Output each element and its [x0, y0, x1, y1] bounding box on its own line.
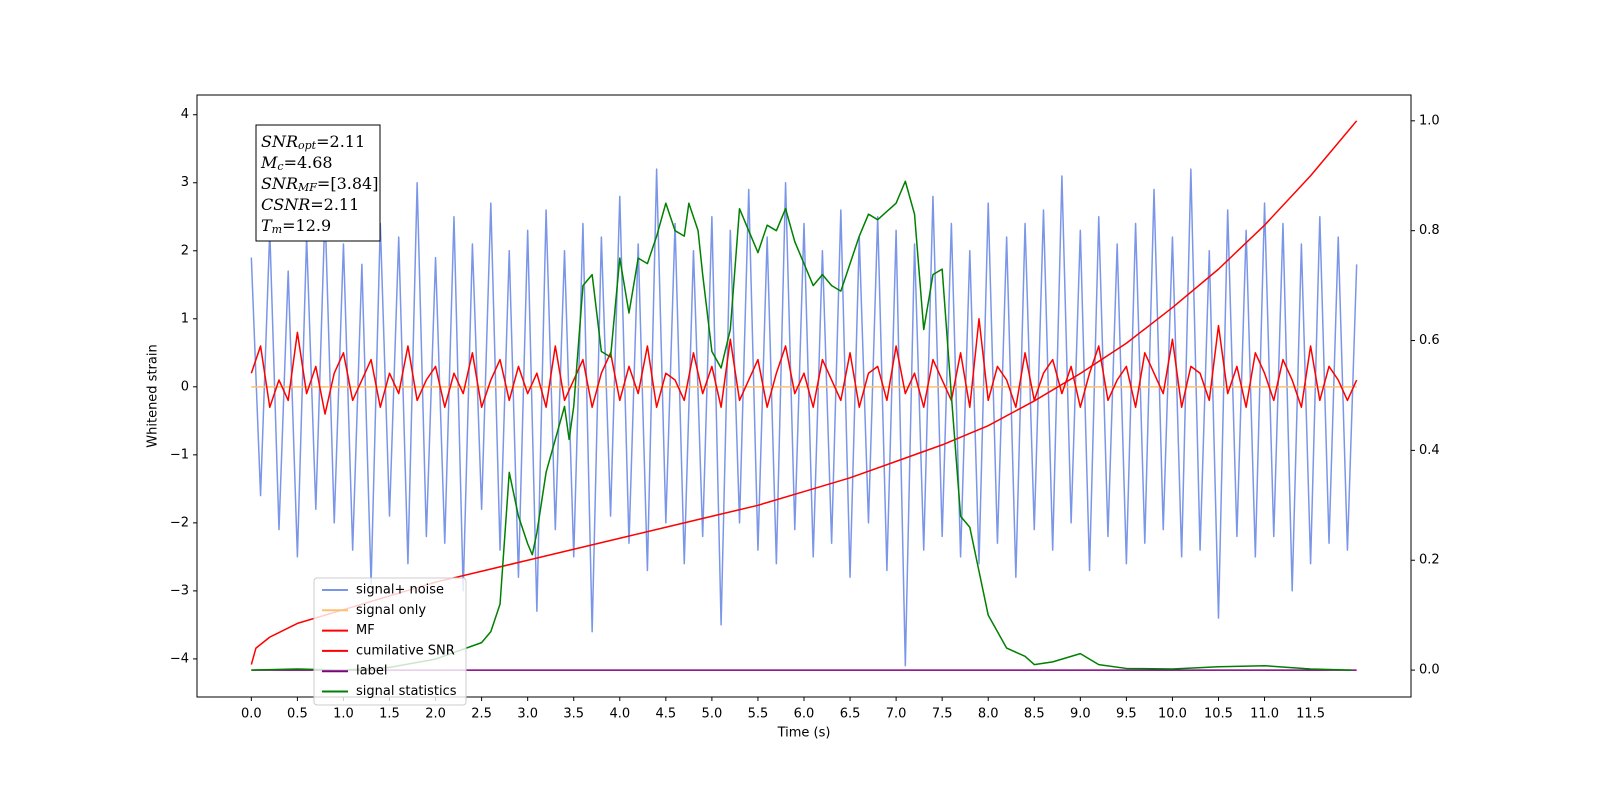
annotation-line: CSNR=2.11 [261, 195, 359, 214]
x-tick-label: 11.0 [1250, 707, 1279, 722]
annotation-sub: MF [297, 181, 317, 194]
annotation-symbol: CSNR [261, 195, 310, 214]
annotation-symbol: SNR [261, 174, 298, 193]
annotation-text: =2.11 [316, 132, 365, 151]
annotation-symbol: SNR [261, 132, 298, 151]
x-tick-label: 7.5 [932, 707, 953, 722]
y-tick-label: 0 [181, 379, 189, 394]
x-tick-label: 4.5 [655, 707, 676, 722]
y2-tick-label: 0.4 [1419, 443, 1440, 458]
annotation-text: =12.9 [282, 216, 331, 235]
annotation-text: =4.68 [284, 153, 333, 172]
annotation-line: SNRopt=2.11 [261, 132, 365, 153]
x-tick-label: 8.5 [1024, 707, 1045, 722]
series-line [251, 180, 1353, 671]
y-tick-label: 2 [181, 243, 189, 258]
legend-label: MF [356, 623, 375, 638]
annotation-sub: opt [298, 139, 317, 152]
y2-tick-label: 0.0 [1419, 663, 1440, 678]
annotation-line: Tm=12.9 [261, 216, 331, 237]
y2-tick-label: 0.2 [1419, 553, 1440, 568]
x-tick-label: 3.5 [563, 707, 584, 722]
x-tick-label: 6.0 [794, 707, 815, 722]
y-tick-label: −3 [170, 583, 189, 598]
x-tick-label: 4.0 [609, 707, 630, 722]
x-tick-label: 7.0 [886, 707, 907, 722]
y-tick-label: −1 [170, 447, 189, 462]
legend-frame [313, 577, 467, 706]
annotation-line: SNRMF=[3.84] [261, 174, 378, 195]
y-tick-label: −2 [170, 515, 189, 530]
x-tick-label: 1.0 [333, 707, 354, 722]
x-tick-label: 9.0 [1070, 707, 1091, 722]
x-tick-label: 0.5 [287, 707, 308, 722]
annotation-text: =[3.84] [317, 174, 379, 193]
x-tick-label: 10.5 [1204, 707, 1233, 722]
legend-label: label [356, 664, 387, 679]
annotation-frame [255, 124, 381, 242]
x-tick-label: 0.0 [241, 707, 262, 722]
x-tick-label: 2.0 [425, 707, 446, 722]
legend: signal+ noise signal only MF cumilative SNR… [313, 577, 467, 706]
series-line [250, 318, 1358, 415]
x-tick-label: 1.5 [379, 707, 400, 722]
y-tick-label: −4 [170, 651, 189, 666]
x-tick-label: 6.5 [840, 707, 861, 722]
y2-tick-label: 0.6 [1419, 333, 1440, 348]
legend-label: signal only [356, 603, 426, 618]
series-line [250, 168, 1358, 667]
legend-label: cumilative SNR [356, 643, 455, 658]
y2-tick-label: 0.8 [1419, 223, 1440, 238]
legend-label: signal statistics [356, 684, 457, 699]
annotation-box: SNRopt=2.11Mc=4.68SNRMF=[3.84]CSNR=2.11T… [255, 124, 381, 242]
legend-label: signal+ noise [356, 583, 444, 598]
y2-tick-label: 1.0 [1419, 113, 1440, 128]
x-axis-label: Time (s) [777, 726, 831, 741]
x-tick-label: 5.0 [702, 707, 723, 722]
x-tick-label: 10.0 [1158, 707, 1187, 722]
y-axis-label: Whitened strain [146, 344, 161, 447]
annotation-symbol: T [261, 216, 273, 235]
annotation-text: =2.11 [310, 195, 359, 214]
x-tick-label: 11.5 [1296, 707, 1325, 722]
x-tick-label: 9.5 [1116, 707, 1137, 722]
x-tick-label: 3.0 [517, 707, 538, 722]
x-tick-label: 8.0 [978, 707, 999, 722]
y-tick-label: 1 [181, 311, 189, 326]
x-tick-label: 5.5 [748, 707, 769, 722]
y-tick-label: 3 [181, 175, 189, 190]
annotation-symbol: M [260, 153, 278, 172]
x-tick-label: 2.5 [471, 707, 492, 722]
annotation-sub: m [272, 223, 282, 236]
y-tick-label: 4 [181, 107, 189, 122]
annotation-sub: c [277, 160, 283, 173]
annotation-line: Mc=4.68 [260, 153, 333, 174]
